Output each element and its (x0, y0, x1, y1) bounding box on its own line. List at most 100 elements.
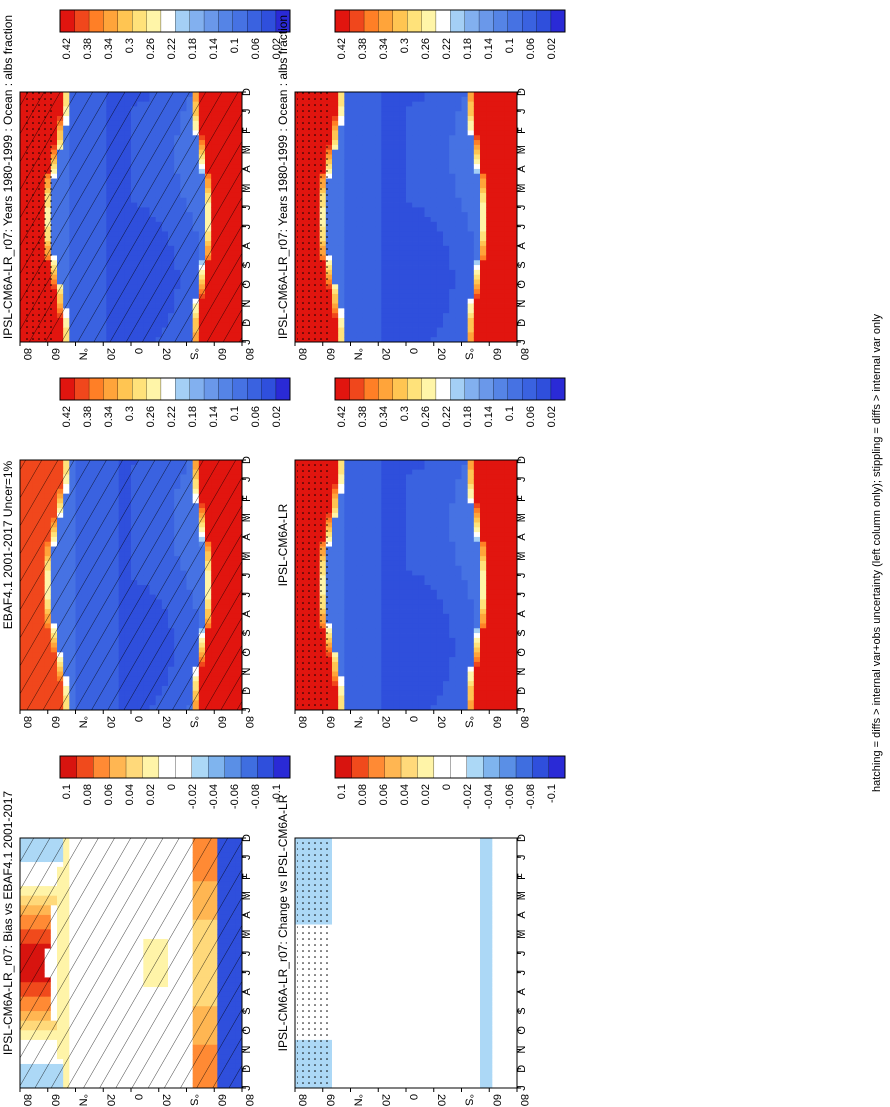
heatmap-cell (467, 144, 475, 151)
heatmap-cell (436, 173, 444, 179)
heatmap-cell (486, 183, 493, 189)
heatmap-cell (387, 317, 395, 324)
heatmap-cell (344, 106, 351, 112)
heatmap-cell (369, 120, 376, 127)
heatmap-cell (325, 135, 333, 141)
heatmap-cell (455, 178, 462, 184)
heatmap-cell (412, 337, 419, 343)
heatmap-cell (455, 173, 462, 179)
heatmap-cell (424, 217, 432, 223)
heatmap-cell (399, 178, 407, 184)
heatmap-cell (406, 269, 413, 276)
heatmap-cell (332, 231, 339, 237)
heatmap-cell (406, 212, 413, 218)
heatmap-cell (362, 289, 370, 295)
heatmap-cell (412, 106, 419, 112)
heatmap-cell (350, 183, 358, 189)
heatmap-cell (325, 265, 333, 271)
heatmap-cell (498, 207, 506, 213)
heatmap-cell (436, 92, 444, 98)
month-tick-label: S (516, 261, 528, 268)
heatmap-cell (424, 332, 432, 338)
heatmap-cell (362, 269, 370, 276)
heatmap-cell (455, 183, 462, 189)
panel-title: IPSL-CM6A-LR_r07: Years 1980-1999 : Ocea… (1, 15, 15, 339)
heatmap-cell (356, 101, 364, 107)
heatmap-cell (381, 265, 388, 271)
heatmap-cell (325, 154, 333, 160)
heatmap-cell (492, 313, 499, 319)
heatmap-cell (449, 164, 456, 170)
heatmap-cell (325, 255, 333, 261)
heatmap-cell (424, 313, 432, 319)
heatmap-cell (467, 260, 475, 266)
heatmap-cell (473, 202, 481, 208)
heatmap-cell (455, 332, 462, 338)
lat-tick-label: 20 (104, 348, 116, 360)
heatmap-cell (449, 241, 456, 247)
heatmap-cell (480, 265, 487, 271)
heatmap-cell (381, 149, 388, 155)
heatmap-cell (387, 207, 395, 213)
heatmap-cell (486, 241, 493, 247)
heatmap-cell (461, 255, 469, 261)
heatmap-cell (480, 111, 487, 117)
heatmap-cell (510, 226, 518, 232)
hatching-overlay (20, 92, 242, 342)
heatmap-cell (344, 111, 351, 117)
heatmap-cell (510, 96, 518, 103)
heatmap-cell (362, 231, 370, 237)
heatmap-cell (362, 164, 370, 170)
heatmap-cell (504, 106, 512, 112)
heatmap-cell (436, 274, 444, 280)
heatmap-cell (344, 140, 351, 146)
heatmap-cell (369, 178, 376, 184)
heatmap-cell (449, 245, 456, 252)
heatmap-cell (436, 221, 444, 228)
heatmap-cell (356, 236, 364, 242)
heatmap-cell (387, 303, 395, 309)
heatmap-cell (443, 168, 450, 175)
heatmap-cell (332, 188, 339, 194)
heatmap-cell (510, 265, 518, 271)
heatmap-cell (461, 192, 469, 199)
heatmap-cell (412, 164, 419, 170)
heatmap-cell (325, 120, 333, 127)
heatmap-cell (412, 217, 419, 223)
heatmap-cell (443, 337, 450, 343)
heatmap-cell (504, 236, 512, 242)
heatmap-cell (443, 250, 450, 256)
heatmap-cell (418, 245, 425, 252)
heatmap-cell (473, 322, 481, 328)
heatmap-cell (325, 111, 333, 117)
heatmap-cell (393, 308, 401, 314)
heatmap-cell (467, 317, 475, 324)
heatmap-cell (461, 284, 469, 290)
heatmap-cell (498, 212, 506, 218)
month-tick-label: S (241, 261, 253, 268)
heatmap-cell (356, 265, 364, 271)
heatmap-cell (393, 92, 401, 98)
heatmap-cell (492, 173, 499, 179)
heatmap-cell (375, 289, 382, 295)
heatmap-cell (338, 221, 345, 228)
heatmap-cell (443, 317, 450, 324)
heatmap-cell (393, 197, 401, 203)
heatmap-cell (418, 149, 425, 155)
heatmap-cell (412, 317, 419, 324)
heatmap-cell (498, 303, 506, 309)
heatmap-cell (486, 221, 493, 228)
heatmap-cell (498, 183, 506, 189)
heatmap-cell (486, 274, 493, 280)
heatmap-cell (510, 303, 518, 309)
month-tick-label: D (241, 88, 253, 96)
heatmap-cell (393, 260, 401, 266)
heatmap-cell (387, 202, 395, 208)
heatmap-cell (332, 236, 339, 242)
heatmap-cell (393, 149, 401, 155)
heatmap-cell (338, 293, 345, 300)
heatmap-cell (418, 92, 425, 98)
heatmap-cell (362, 303, 370, 309)
month-tick-label: J (241, 108, 253, 114)
colorbar-label: 0.3 (399, 38, 411, 53)
